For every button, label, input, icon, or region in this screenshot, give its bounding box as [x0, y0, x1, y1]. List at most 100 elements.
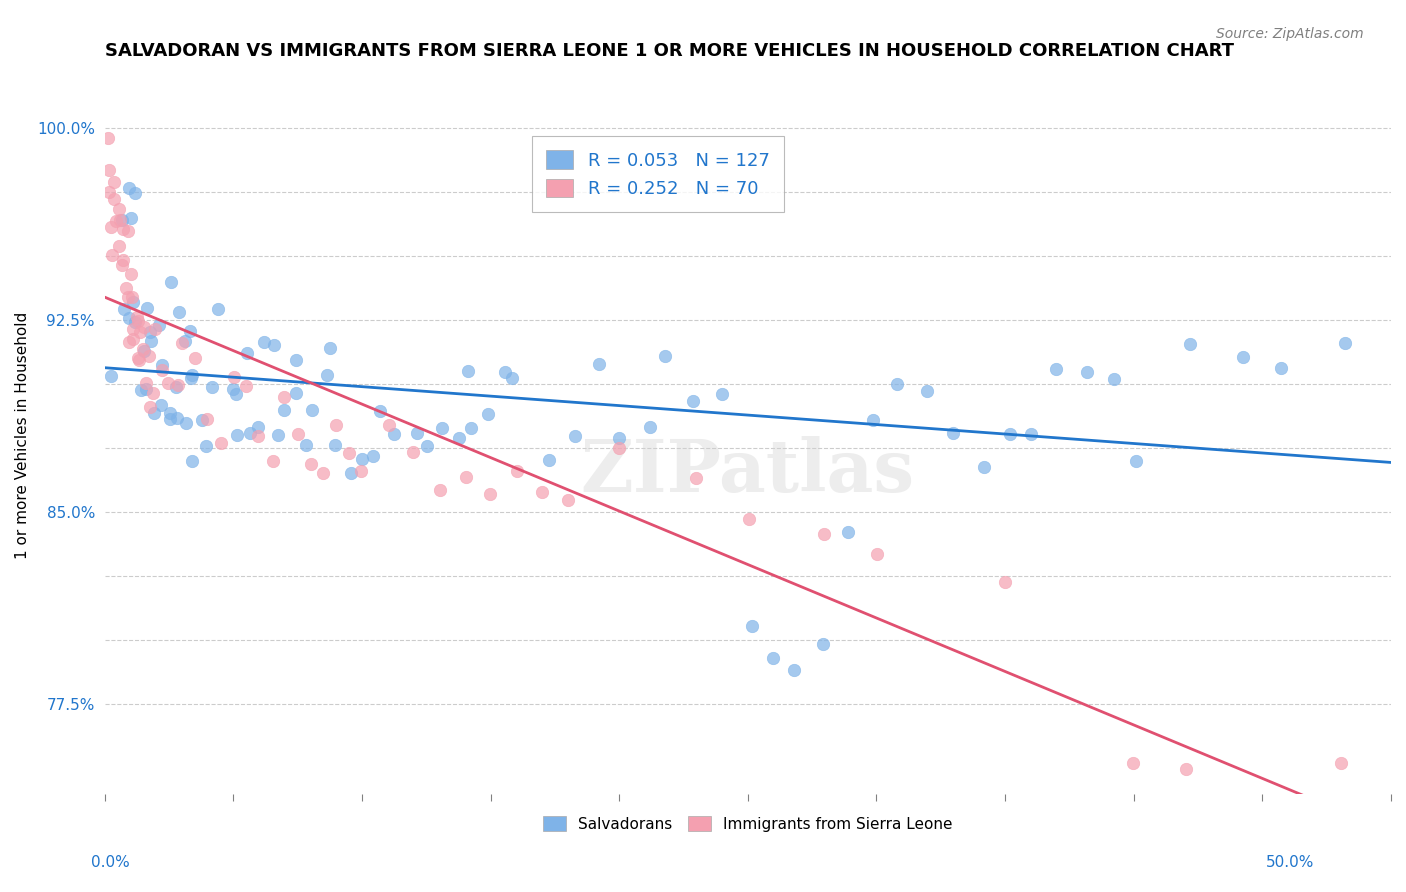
Point	[837, 524, 859, 539]
Point	[284, 353, 307, 368]
Text: 0.0%: 0.0%	[91, 855, 131, 870]
Point	[339, 445, 361, 459]
Point	[107, 239, 129, 253]
Point	[174, 416, 197, 430]
Point	[247, 429, 270, 443]
Point	[323, 438, 346, 452]
Point	[103, 175, 125, 189]
Point	[352, 451, 374, 466]
Point	[1232, 350, 1254, 364]
Point	[263, 337, 285, 351]
Point	[1251, 822, 1274, 837]
Point	[120, 211, 142, 226]
Point	[1334, 335, 1357, 350]
Point	[447, 431, 470, 445]
Point	[122, 294, 145, 309]
Point	[195, 412, 218, 426]
Point	[557, 492, 579, 507]
Point	[120, 267, 142, 281]
Point	[1019, 426, 1042, 441]
Point	[294, 438, 316, 452]
Point	[124, 315, 146, 329]
Text: ZIPatlas: ZIPatlas	[581, 435, 915, 507]
Point	[132, 343, 155, 357]
Point	[710, 387, 733, 401]
Point	[1270, 360, 1292, 375]
Point	[654, 349, 676, 363]
Point	[564, 428, 586, 442]
Point	[112, 301, 135, 316]
Text: 50.0%: 50.0%	[1267, 855, 1315, 870]
Point	[138, 349, 160, 363]
Point	[201, 380, 224, 394]
Point	[111, 213, 134, 227]
Point	[183, 351, 205, 366]
Point	[118, 181, 141, 195]
Point	[236, 345, 259, 359]
Point	[127, 314, 149, 328]
Point	[159, 275, 181, 289]
Point	[222, 382, 245, 396]
Point	[97, 186, 120, 200]
Point	[607, 432, 630, 446]
Point	[478, 487, 501, 501]
Point	[134, 344, 156, 359]
Point	[312, 466, 335, 480]
Point	[454, 470, 477, 484]
Point	[505, 464, 527, 478]
Point	[166, 410, 188, 425]
Point	[319, 341, 342, 355]
Point	[145, 321, 167, 335]
Point	[1125, 454, 1147, 468]
Y-axis label: 1 or more Vehicles in Household: 1 or more Vehicles in Household	[15, 311, 30, 559]
Point	[501, 371, 523, 385]
Point	[111, 258, 134, 272]
Point	[813, 526, 835, 541]
Point	[112, 253, 135, 268]
Text: Source: ZipAtlas.com: Source: ZipAtlas.com	[1216, 27, 1364, 41]
Point	[1045, 361, 1067, 376]
Point	[738, 512, 761, 526]
Point	[741, 618, 763, 632]
Text: SALVADORAN VS IMMIGRANTS FROM SIERRA LEONE 1 OR MORE VEHICLES IN HOUSEHOLD CORRE: SALVADORAN VS IMMIGRANTS FROM SIERRA LEO…	[104, 42, 1233, 60]
Point	[180, 368, 202, 383]
Point	[1174, 762, 1197, 776]
Point	[340, 466, 363, 480]
Point	[538, 453, 561, 467]
Point	[811, 637, 834, 651]
Point	[247, 420, 270, 434]
Point	[377, 418, 399, 433]
Point	[382, 426, 405, 441]
Point	[166, 378, 188, 392]
Point	[915, 384, 938, 399]
Point	[299, 457, 322, 471]
Point	[100, 220, 122, 235]
Point	[100, 368, 122, 383]
Point	[107, 202, 129, 216]
Point	[363, 449, 385, 463]
Point	[139, 325, 162, 339]
Point	[301, 402, 323, 417]
Point	[209, 435, 232, 450]
Point	[122, 321, 145, 335]
Point	[150, 363, 173, 377]
Point	[682, 394, 704, 409]
Point	[316, 368, 339, 383]
Point	[207, 302, 229, 317]
Point	[225, 386, 247, 401]
Point	[132, 319, 155, 334]
Point	[142, 386, 165, 401]
Point	[287, 427, 309, 442]
Legend: Salvadorans, Immigrants from Sierra Leone: Salvadorans, Immigrants from Sierra Leon…	[531, 804, 965, 844]
Point	[139, 334, 162, 348]
Point	[865, 547, 887, 561]
Point	[1122, 756, 1144, 771]
Point	[266, 428, 288, 442]
Point	[638, 420, 661, 434]
Point	[415, 439, 437, 453]
Point	[368, 404, 391, 418]
Point	[97, 131, 120, 145]
Point	[117, 224, 139, 238]
Point	[607, 441, 630, 455]
Point	[179, 324, 201, 338]
